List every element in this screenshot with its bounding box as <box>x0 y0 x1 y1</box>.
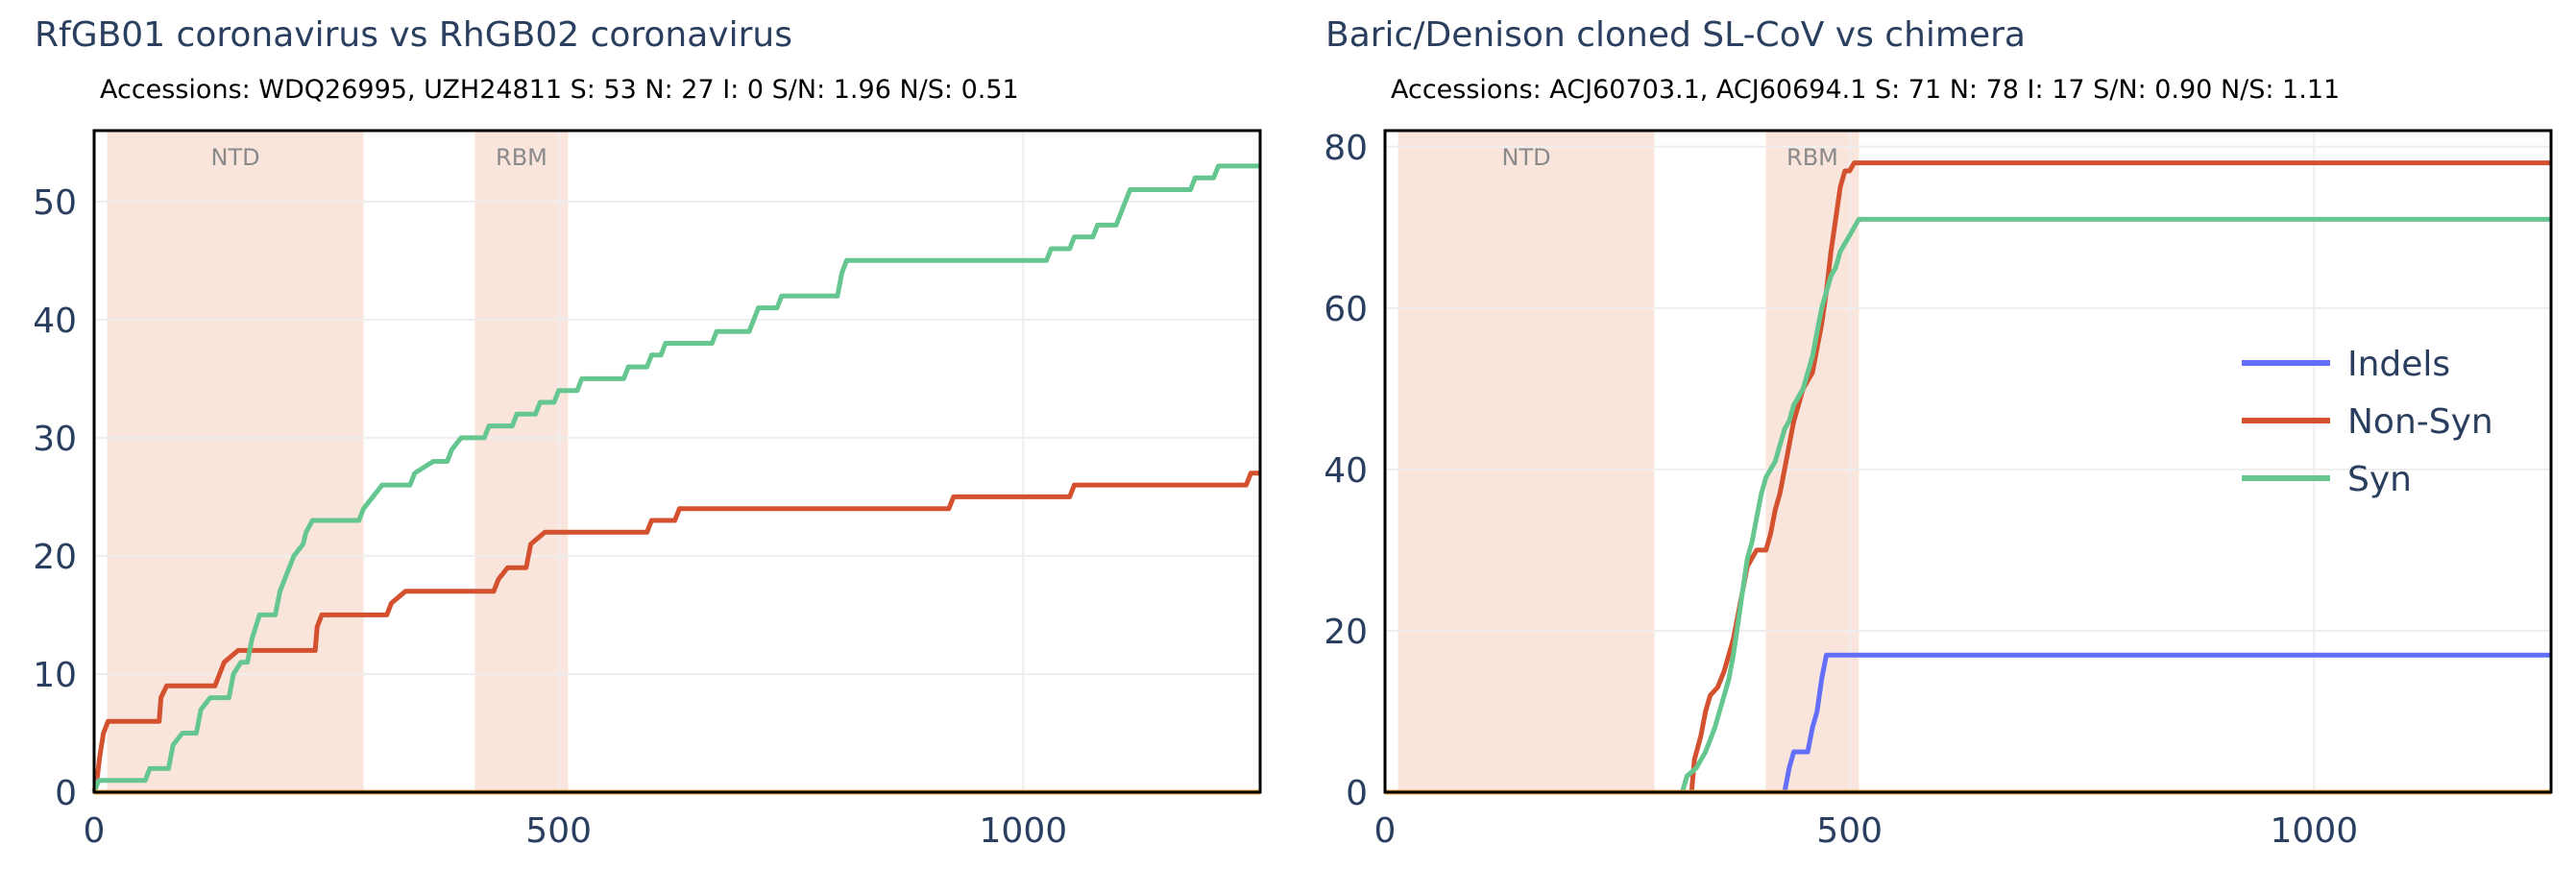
region-band-rbm <box>474 131 569 792</box>
y-tick-label: 20 <box>33 538 77 577</box>
series-line-non-syn <box>91 471 1260 793</box>
x-tick-label: 1000 <box>980 811 1068 851</box>
region-label-ntd: NTD <box>210 144 259 171</box>
chart-title: Baric/Denison cloned SL-CoV vs chimera <box>1325 15 2026 55</box>
x-tick-label: 0 <box>84 811 106 851</box>
chart-panel-1: RfGB01 coronavirus vs RhGB02 coronavirus… <box>33 15 1262 851</box>
chart-subtitle: Accessions: WDQ26995, UZH24811 S: 53 N: … <box>100 75 1019 105</box>
y-tick-label: 0 <box>55 774 77 813</box>
x-tick-label: 500 <box>525 811 592 851</box>
y-tick-label: 40 <box>1324 451 1368 491</box>
x-tick-label: 0 <box>1374 811 1397 851</box>
region-label-rbm: RBM <box>496 144 547 171</box>
plot-frame <box>1383 129 2553 794</box>
y-tick-label: 40 <box>33 302 77 341</box>
chart-title: RfGB01 coronavirus vs RhGB02 coronavirus <box>35 15 792 55</box>
region-label-ntd: NTD <box>1501 144 1550 171</box>
series-line-syn <box>1385 216 2551 795</box>
x-tick-label: 1000 <box>2271 811 2359 851</box>
y-tick-label: 30 <box>33 420 77 459</box>
y-tick-label: 10 <box>33 656 77 695</box>
series-line-non-syn <box>1385 160 2551 795</box>
plot-frame <box>92 129 1262 794</box>
y-tick-label: 20 <box>1324 613 1368 652</box>
x-tick-label: 500 <box>1816 811 1883 851</box>
series-line-syn <box>91 163 1260 793</box>
y-tick-label: 50 <box>33 183 77 223</box>
y-tick-label: 0 <box>1346 774 1368 813</box>
region-label-rbm: RBM <box>1786 144 1838 171</box>
legend-label-non-syn: Non-Syn <box>2347 402 2493 442</box>
region-band-rbm <box>1765 131 1859 792</box>
chart-legend: Indels Non-Syn Syn <box>2242 345 2493 499</box>
y-tick-label: 80 <box>1324 129 1368 168</box>
series-line-indels <box>1385 652 2551 795</box>
legend-label-syn: Syn <box>2347 460 2412 499</box>
chart-subtitle: Accessions: ACJ60703.1, ACJ60694.1 S: 71… <box>1391 75 2340 105</box>
region-band-ntd <box>1397 131 1655 792</box>
region-band-ntd <box>107 131 364 792</box>
y-tick-label: 60 <box>1324 290 1368 329</box>
chart-panel-2: Baric/Denison cloned SL-CoV vs chimera Ac… <box>1324 15 2553 851</box>
legend-label-indels: Indels <box>2347 345 2450 384</box>
